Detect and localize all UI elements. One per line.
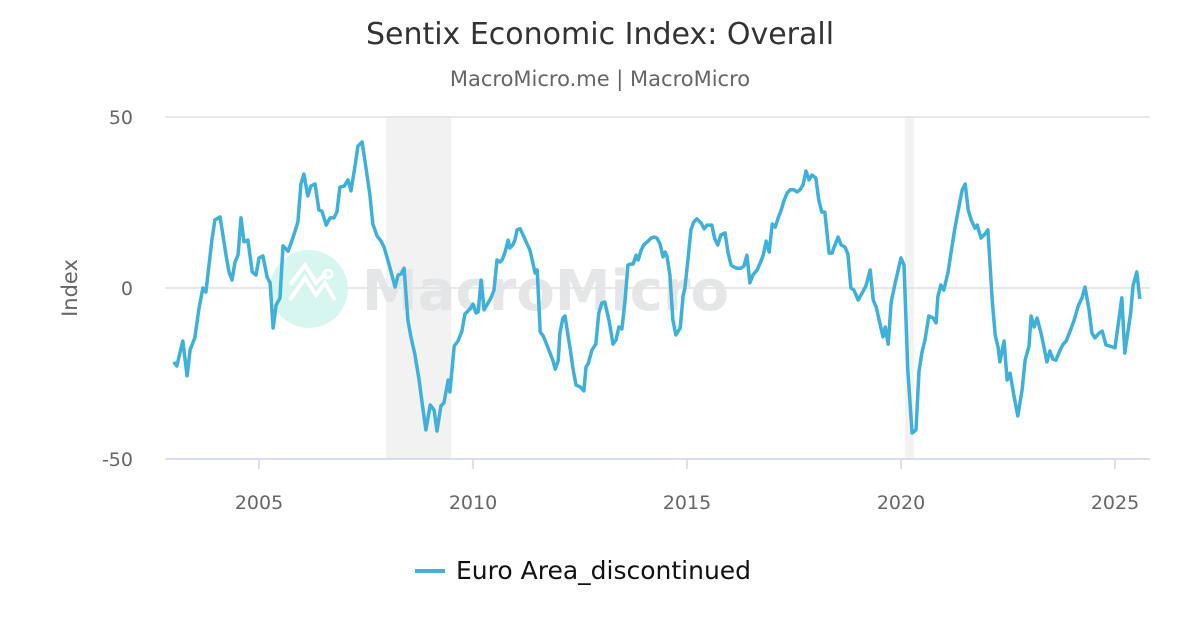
axes: 50 0 -50 2005 2010 2015 2020 2025: [102, 107, 1139, 514]
watermark-chart-icon: [288, 261, 328, 287]
y-tick-label: 50: [109, 107, 133, 129]
watermark-chart-icon: [288, 274, 337, 302]
chart-title: Sentix Economic Index: Overall: [366, 17, 834, 52]
x-tick-label: 2010: [449, 492, 497, 514]
legend[interactable]: Euro Area_discontinued: [415, 556, 751, 585]
x-tick-label: 2025: [1091, 492, 1139, 514]
y-axis-label: Index: [58, 259, 82, 317]
x-tick-label: 2020: [877, 492, 925, 514]
legend-label[interactable]: Euro Area_discontinued: [456, 556, 751, 585]
y-tick-label: 0: [121, 278, 133, 300]
chart-subtitle: MacroMicro.me | MacroMicro: [450, 67, 750, 92]
x-tick-label: 2015: [663, 492, 711, 514]
watermark-dot: [322, 268, 334, 280]
series-line-euro-area: [172, 140, 1142, 435]
y-tick-label: -50: [102, 449, 133, 471]
x-tick-label: 2005: [235, 492, 283, 514]
